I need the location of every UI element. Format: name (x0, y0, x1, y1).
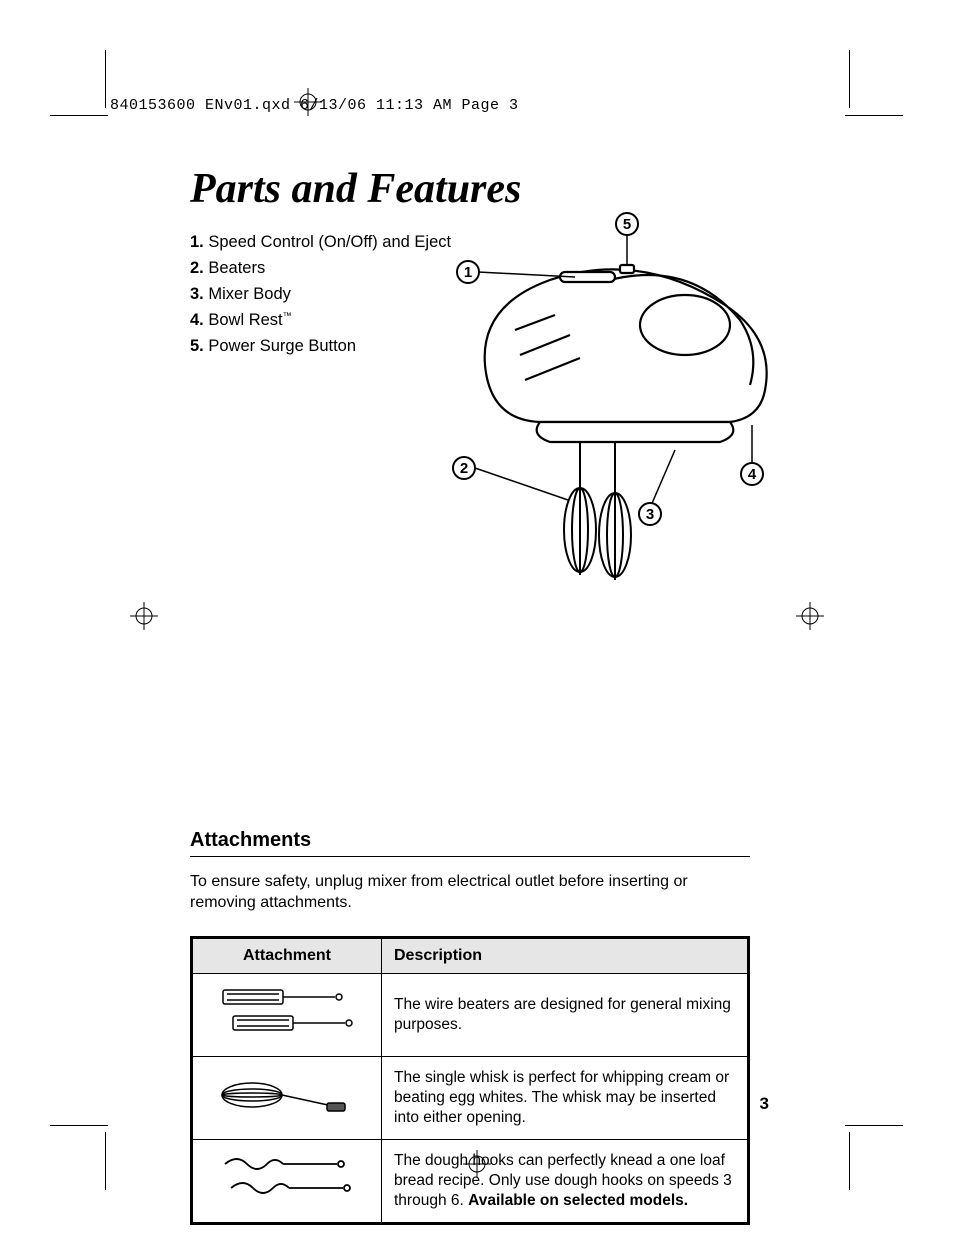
part-num: 5. (190, 337, 204, 355)
section-heading: Attachments (190, 829, 750, 857)
part-num: 4. (190, 311, 204, 329)
page-number: 3 (760, 1094, 769, 1114)
part-num: 1. (190, 233, 204, 251)
callout-4: 4 (740, 462, 764, 486)
reg-mark-icon (130, 602, 158, 630)
part-num: 3. (190, 285, 204, 303)
dough-hooks-icon (192, 1140, 382, 1224)
table-header: Attachment (192, 937, 382, 973)
callout-2: 2 (452, 456, 476, 480)
callout-5: 5 (615, 212, 639, 236)
table-header: Description (382, 937, 749, 973)
print-header-slug: 840153600 ENv01.qxd 6/13/06 11:13 AM Pag… (110, 97, 519, 114)
part-label: Mixer Body (208, 285, 291, 303)
callout-1: 1 (456, 260, 480, 284)
part-label: Speed Control (On/Off) and Eject (208, 233, 451, 251)
section-intro: To ensure safety, unplug mixer from elec… (190, 871, 750, 914)
part-label: Power Surge Button (208, 337, 356, 355)
trademark: ™ (283, 310, 292, 320)
callout-3: 3 (638, 502, 662, 526)
table-cell: The wire beaters are designed for genera… (382, 973, 749, 1056)
table-cell: The dough hooks can perfectly knead a on… (382, 1140, 749, 1224)
table-row: The dough hooks can perfectly knead a on… (192, 1140, 749, 1224)
beaters-icon (192, 973, 382, 1056)
mixer-diagram: 1 5 2 3 4 (430, 210, 790, 610)
table-row: The single whisk is perfect for whipping… (192, 1056, 749, 1139)
attachments-table: Attachment Description (190, 936, 750, 1225)
table-cell: The single whisk is perfect for whipping… (382, 1056, 749, 1139)
part-label: Beaters (208, 259, 265, 277)
reg-mark-icon (796, 602, 824, 630)
table-row: The wire beaters are designed for genera… (192, 973, 749, 1056)
whisk-icon (192, 1056, 382, 1139)
part-num: 2. (190, 259, 204, 277)
part-label: Bowl Rest (208, 311, 282, 329)
page-title: Parts and Features (190, 165, 780, 213)
